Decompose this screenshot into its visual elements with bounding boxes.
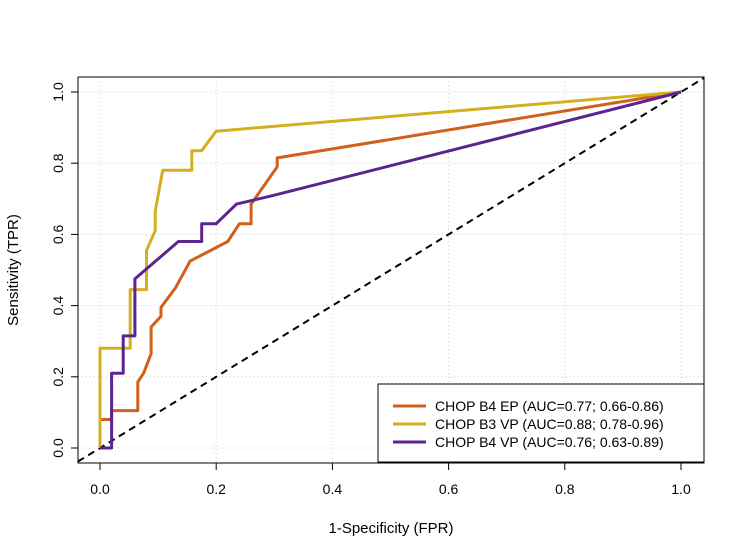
reference-diagonal-line bbox=[77, 77, 705, 463]
legend-label-2: CHOP B3 VP (AUC=0.88; 0.78-0.96) bbox=[435, 416, 664, 432]
legend: CHOP B4 EP (AUC=0.77; 0.66-0.86) CHOP B3 … bbox=[377, 383, 705, 463]
legend-label-1: CHOP B4 EP (AUC=0.77; 0.66-0.86) bbox=[435, 398, 664, 414]
y-tick-label: 1.0 bbox=[50, 82, 66, 102]
x-tick-label: 0.4 bbox=[323, 481, 343, 497]
legend-label-3: CHOP B4 VP (AUC=0.76; 0.63-0.89) bbox=[435, 434, 664, 450]
x-tick-label: 0.2 bbox=[206, 481, 226, 497]
x-tick-label: 0.0 bbox=[90, 481, 110, 497]
y-tick-label: 0.8 bbox=[50, 153, 66, 173]
y-tick-label: 0.0 bbox=[50, 438, 66, 458]
x-axis: 0.0 0.2 0.4 0.6 0.8 1.0 bbox=[90, 463, 691, 497]
x-tick-label: 0.6 bbox=[439, 481, 459, 497]
plot-frame bbox=[77, 76, 705, 464]
y-tick-label: 0.6 bbox=[50, 224, 66, 244]
y-tick-label: 0.4 bbox=[50, 296, 66, 316]
x-tick-label: 1.0 bbox=[671, 481, 691, 497]
legend-box bbox=[377, 383, 705, 463]
y-tick-label: 0.2 bbox=[50, 367, 66, 387]
y-axis: 0.0 0.2 0.4 0.6 0.8 1.0 bbox=[50, 82, 78, 458]
series-line-3 bbox=[100, 90, 682, 450]
series-line-2 bbox=[98, 90, 682, 448]
y-axis-label: Sensitivity (TPR) bbox=[5, 214, 22, 326]
series-group bbox=[98, 90, 682, 450]
x-axis-label: 1-Specificity (FPR) bbox=[328, 520, 453, 537]
x-tick-label: 0.8 bbox=[555, 481, 575, 497]
series-line-1 bbox=[98, 90, 682, 448]
